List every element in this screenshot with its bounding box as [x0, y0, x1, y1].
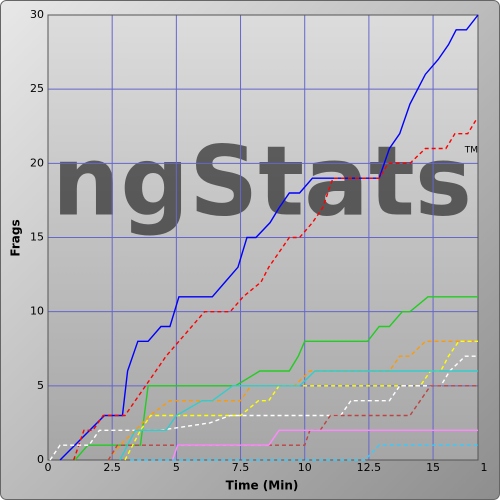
x-tick-label: 7.5 [232, 461, 250, 474]
series-line [73, 118, 478, 461]
x-tick-label: 10 [298, 461, 312, 474]
series-line [74, 296, 478, 461]
y-tick-label: 30 [30, 8, 44, 21]
y-tick-label: 25 [30, 82, 44, 95]
y-tick-label: 10 [30, 305, 44, 318]
series-line [59, 14, 479, 461]
x-tick-label: 5 [173, 461, 180, 474]
y-tick-label: 20 [30, 156, 44, 169]
x-tick-label: 0 [45, 461, 52, 474]
watermark-mark: TM [464, 146, 478, 156]
plot-border [47, 14, 479, 461]
watermark: ngStats [52, 125, 472, 237]
y-tick-label: 5 [37, 379, 44, 392]
y-tick-label: 15 [30, 231, 44, 244]
x-tick-label: 12.5 [357, 461, 382, 474]
y-tick-label: 0 [37, 453, 44, 466]
series-line [171, 429, 478, 461]
x-tick-label: 2.5 [103, 461, 121, 474]
x-tick-label: 15 [426, 461, 440, 474]
series-line [119, 370, 478, 461]
x-tick-label: 1 [481, 461, 488, 474]
y-axis-label: Frags [9, 219, 23, 256]
series-line [107, 385, 478, 461]
x-axis-label: Time (Min) [226, 479, 299, 493]
series-line [130, 444, 478, 461]
